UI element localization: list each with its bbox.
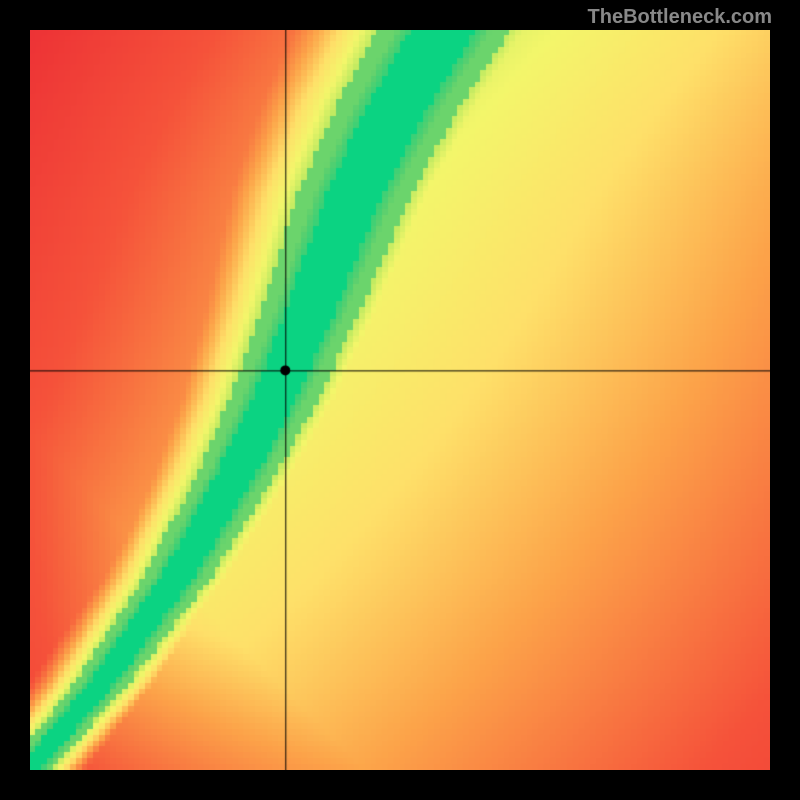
heatmap-canvas bbox=[30, 30, 770, 770]
heatmap-plot bbox=[30, 30, 770, 770]
watermark-text: TheBottleneck.com bbox=[588, 6, 772, 29]
